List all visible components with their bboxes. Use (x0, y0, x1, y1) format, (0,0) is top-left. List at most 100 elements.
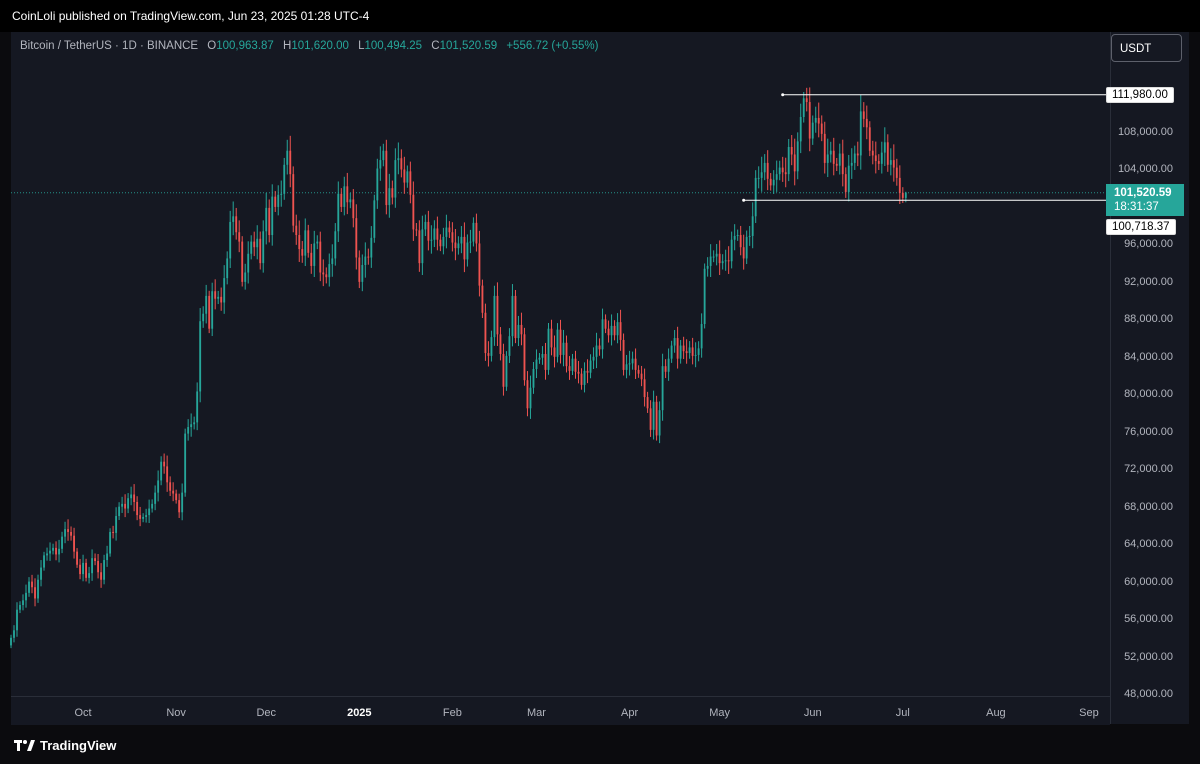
candle-body (328, 264, 331, 278)
candle-body (160, 461, 163, 481)
tradingview-brand[interactable]: TradingView (14, 738, 116, 755)
candle-body (448, 227, 451, 233)
candle-body (400, 158, 403, 170)
candle-body (610, 325, 613, 336)
candle-body (316, 241, 319, 244)
candle-body (145, 515, 148, 517)
candle-body (802, 98, 805, 118)
change-value: +556.72 (+0.55%) (506, 40, 599, 52)
candle-body (469, 241, 472, 243)
candle-body (775, 174, 778, 180)
candle-body (778, 167, 781, 175)
current-price-value: 101,520.59 (1114, 187, 1172, 199)
candle-body (892, 160, 895, 168)
candle-body (175, 493, 178, 501)
candle-body (703, 268, 706, 325)
candle-body (100, 572, 103, 580)
candle-body (211, 291, 214, 329)
candle-body (253, 241, 256, 248)
x-tick-label: 2025 (347, 707, 372, 719)
candle-body (103, 560, 106, 580)
candle-body (847, 165, 850, 192)
high-value: 101,620.00 (291, 40, 349, 52)
candle-body (679, 345, 682, 359)
candle-body (184, 433, 187, 493)
y-tick-label: 84,000.00 (1124, 350, 1173, 363)
candle-body (706, 265, 709, 269)
candle-body (319, 241, 322, 273)
time-axis[interactable]: Oct Nov Dec 2025 Feb Mar Apr May Jun Jul Aug Sep (11, 696, 1110, 725)
candle-body (46, 553, 48, 556)
candle-body (832, 150, 835, 164)
candle-body (445, 227, 448, 237)
candle-body (475, 222, 478, 244)
candle-body (280, 193, 283, 195)
candle-body (691, 347, 694, 356)
candle-body (583, 370, 586, 385)
candle-body (358, 257, 361, 282)
candle-body (805, 98, 808, 103)
candle-body (334, 231, 337, 259)
candle-body (223, 278, 226, 303)
candle-body (538, 357, 541, 360)
candle-body (595, 345, 598, 357)
candle-body (247, 253, 250, 273)
candle-body (784, 172, 787, 175)
candle-body (412, 194, 415, 230)
candle-body (490, 337, 493, 356)
candle-body (16, 609, 18, 631)
candle-body (508, 336, 511, 356)
y-tick-label: 68,000.00 (1124, 500, 1173, 513)
candle-body (22, 600, 24, 606)
candle-body (673, 338, 676, 346)
candle-body (340, 193, 343, 207)
y-tick-label: 108,000.00 (1117, 126, 1173, 138)
candle-body (541, 353, 544, 358)
candle-body (367, 256, 370, 258)
candle-body (214, 291, 217, 299)
candle-body (286, 150, 289, 165)
y-tick-label: 60,000.00 (1124, 575, 1173, 588)
candle-body (730, 239, 733, 262)
candle-body (364, 256, 367, 266)
candle-body (49, 550, 51, 554)
current-price-label: 101,520.59 18:31:37 (1106, 184, 1184, 216)
candle-body (148, 508, 151, 516)
candle-body (304, 230, 307, 256)
currency-button[interactable]: USDT (1111, 34, 1182, 62)
candle-body (199, 321, 202, 392)
candle-body (556, 329, 559, 357)
published-info: CoinLoli published on TradingView.com, J… (12, 9, 370, 23)
brand-label: TradingView (40, 738, 117, 753)
chart-panel[interactable] (11, 32, 1110, 696)
candle-body (13, 630, 15, 638)
candle-body (484, 312, 487, 354)
candle-body (418, 230, 421, 264)
candle-body (559, 329, 562, 355)
candle-body (226, 258, 229, 279)
candle-body (190, 424, 193, 428)
symbol-label[interactable]: Bitcoin / TetherUS · 1D · BINANCE (20, 40, 199, 52)
candle-body (322, 272, 325, 275)
candle-body (43, 555, 45, 568)
candle-body (394, 160, 397, 198)
candle-body (118, 506, 121, 517)
candle-body (526, 380, 529, 409)
high-price-label: 111,980.00 (1106, 87, 1174, 103)
candle-body (178, 500, 181, 513)
candle-body (274, 196, 277, 207)
candle-body (421, 229, 424, 264)
candle-body (241, 241, 244, 282)
candle-body (256, 238, 259, 248)
candle-body (142, 516, 145, 519)
candle-body (844, 174, 847, 192)
price-axis[interactable]: 108,000.00 104,000.00 96,000.00 92,000.00 88… (1110, 32, 1189, 724)
candle-body (817, 117, 820, 124)
candle-body (187, 427, 190, 434)
candle-body (463, 236, 466, 260)
candle-body (613, 325, 616, 336)
candle-body (688, 347, 691, 354)
candle-body (136, 501, 139, 516)
candle-body (31, 581, 33, 588)
